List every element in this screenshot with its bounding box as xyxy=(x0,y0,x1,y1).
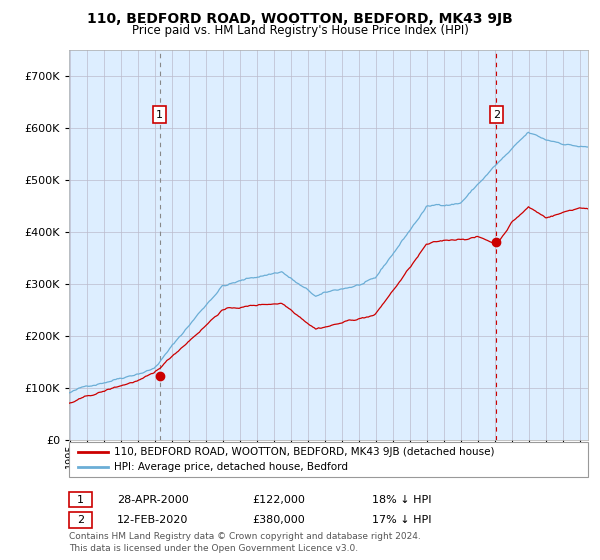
Text: This data is licensed under the Open Government Licence v3.0.: This data is licensed under the Open Gov… xyxy=(69,544,358,553)
Text: 1: 1 xyxy=(156,110,163,120)
Text: 2: 2 xyxy=(77,515,84,525)
Text: 18% ↓ HPI: 18% ↓ HPI xyxy=(372,494,431,505)
Text: 17% ↓ HPI: 17% ↓ HPI xyxy=(372,515,431,525)
Text: 12-FEB-2020: 12-FEB-2020 xyxy=(117,515,188,525)
Text: 1: 1 xyxy=(77,494,84,505)
Text: £380,000: £380,000 xyxy=(252,515,305,525)
Text: Price paid vs. HM Land Registry's House Price Index (HPI): Price paid vs. HM Land Registry's House … xyxy=(131,24,469,37)
Text: £122,000: £122,000 xyxy=(252,494,305,505)
Text: Contains HM Land Registry data © Crown copyright and database right 2024.: Contains HM Land Registry data © Crown c… xyxy=(69,532,421,541)
Text: 28-APR-2000: 28-APR-2000 xyxy=(117,494,189,505)
Text: 110, BEDFORD ROAD, WOOTTON, BEDFORD, MK43 9JB (detached house): 110, BEDFORD ROAD, WOOTTON, BEDFORD, MK4… xyxy=(114,447,494,457)
Text: HPI: Average price, detached house, Bedford: HPI: Average price, detached house, Bedf… xyxy=(114,463,348,473)
Text: 2: 2 xyxy=(493,110,500,120)
Text: 110, BEDFORD ROAD, WOOTTON, BEDFORD, MK43 9JB: 110, BEDFORD ROAD, WOOTTON, BEDFORD, MK4… xyxy=(87,12,513,26)
